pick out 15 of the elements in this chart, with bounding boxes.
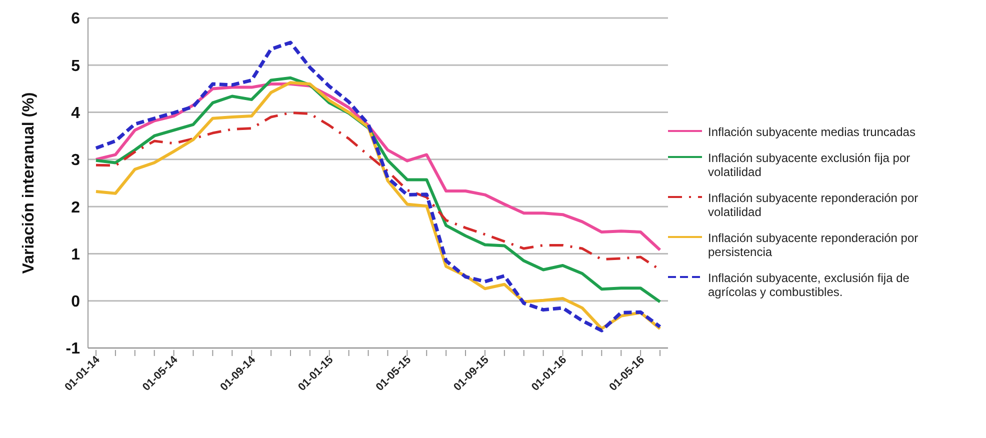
y-tick-label: -1: [66, 340, 80, 358]
y-tick-label: 3: [71, 152, 80, 170]
legend-label: Inflación subyacente reponderación por persistencia: [708, 231, 920, 259]
y-tick-label: 1: [71, 246, 80, 264]
y-axis-title: Variación interanual (%): [20, 92, 38, 274]
legend-label: Inflación subyacente medias truncadas: [708, 125, 916, 139]
legend-label: Inflación subyacente, exclusión fija de agrícolas y combustibles.: [708, 271, 910, 299]
y-tick-label: 5: [71, 58, 80, 75]
y-tick-label: 6: [71, 10, 80, 28]
legend-label: Inflación subyacente exclusión fija por volatilidad: [708, 151, 912, 179]
y-tick-label: 2: [71, 199, 80, 216]
y-tick-label: 4: [71, 104, 80, 122]
y-tick-label: 0: [71, 294, 80, 311]
line-series: [94, 82, 662, 252]
legend-label: Inflación subyacente reponderación por volatilidad: [708, 191, 920, 219]
